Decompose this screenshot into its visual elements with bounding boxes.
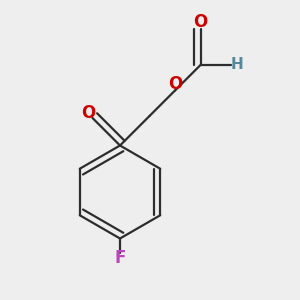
Text: O: O <box>194 13 208 31</box>
Text: H: H <box>231 57 244 72</box>
Text: O: O <box>168 75 182 93</box>
Text: F: F <box>114 249 126 267</box>
Text: O: O <box>81 104 95 122</box>
